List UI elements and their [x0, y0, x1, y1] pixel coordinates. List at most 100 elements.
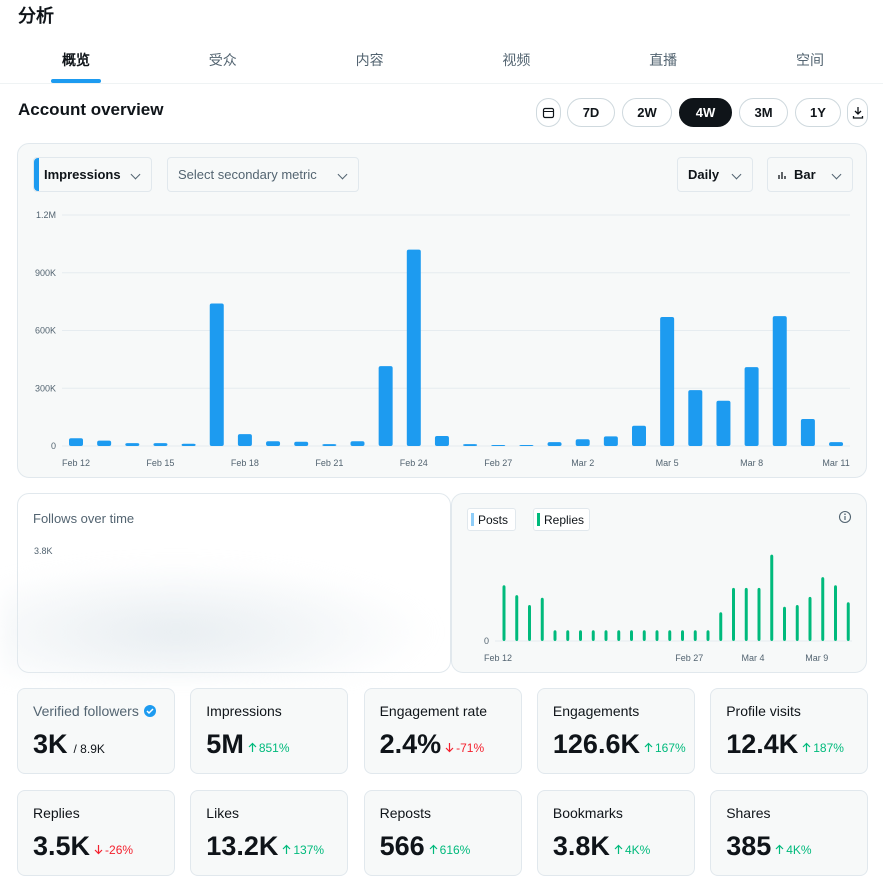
change-text: 616% — [439, 842, 471, 857]
metric-value: 13.2K 137% — [206, 831, 324, 862]
metric-card: Bookmarks 3.8K 4K% — [536, 790, 695, 876]
metric-name: Replies — [33, 805, 80, 821]
metric-card: Likes 13.2K 137% — [190, 790, 349, 876]
legend-swatch — [471, 513, 474, 526]
trend-arrow — [248, 742, 257, 752]
bar-icon — [778, 171, 786, 179]
tab[interactable]: 空间 — [796, 52, 824, 68]
legend-label: Posts — [478, 512, 509, 527]
metric-name: Impressions — [206, 703, 282, 719]
style-label: Bar — [794, 167, 816, 182]
legend-item[interactable]: Posts — [467, 508, 516, 531]
metric-name: Profile visits — [726, 703, 801, 719]
trend-arrow — [94, 845, 103, 855]
metric-change: 851% — [248, 741, 290, 755]
metric-indicator — [34, 158, 39, 191]
metric-value: 3.8K 4K% — [553, 831, 650, 862]
metric-value: 3K / 8.9K — [33, 729, 105, 760]
tab[interactable]: 内容 — [355, 52, 384, 68]
metric-number: 566 — [379, 831, 425, 861]
metric-card: Replies 3.5K -26% — [17, 790, 175, 876]
arrow — [248, 742, 257, 752]
metric-total: / 8.9K — [73, 742, 105, 756]
interval-dropdown[interactable]: Daily — [677, 157, 753, 192]
metric-card: Verified followers 3K / 8.9K — [17, 688, 175, 774]
metric-number: 385 — [726, 831, 772, 861]
metric-label: Verified followers — [33, 703, 157, 719]
metric-card: Shares 385 4K% — [710, 790, 869, 876]
trend-arrow — [644, 742, 653, 752]
info-icon[interactable] — [838, 510, 852, 524]
metric-value: 12.4K 187% — [726, 729, 844, 760]
change-text: 4K% — [786, 842, 812, 857]
metric-number: 3.8K — [552, 831, 610, 861]
trend-arrow — [775, 844, 784, 854]
range-button[interactable]: 4W — [679, 98, 732, 127]
legend-swatch — [537, 513, 540, 526]
download-icon — [852, 107, 863, 119]
tab[interactable]: 概览 — [62, 52, 90, 68]
metric-change: 137% — [282, 843, 324, 857]
metric-name: Verified followers — [33, 703, 139, 719]
download-button[interactable] — [847, 98, 868, 127]
calendar-icon — [542, 107, 555, 119]
range-button[interactable]: 2W — [622, 98, 672, 127]
change-text: 851% — [258, 740, 290, 755]
metric-label: Impressions — [44, 167, 121, 182]
legend-item[interactable]: Replies — [533, 508, 590, 531]
metric-name: Engagements — [552, 703, 640, 719]
metric-label: Reposts — [380, 805, 431, 821]
metric-change: 167% — [644, 741, 686, 755]
metric-dropdown[interactable]: Impressions — [33, 157, 152, 192]
metric-label: Engagement rate — [380, 703, 487, 719]
change-text: -26% — [105, 842, 134, 857]
impressions-card — [17, 143, 867, 478]
metric-label: Engagements — [553, 703, 639, 719]
arrow — [775, 844, 784, 854]
tab[interactable]: 受众 — [208, 52, 237, 68]
metric-change: 616% — [429, 842, 471, 857]
metric-card: Engagements 126.6K 167% — [536, 688, 695, 774]
metric-value: 2.4% -71% — [380, 729, 485, 760]
interval-label: Daily — [688, 167, 720, 182]
arrow — [644, 742, 653, 752]
style-dropdown[interactable]: Bar — [767, 157, 853, 192]
secondary-label: Select secondary metric — [178, 167, 317, 182]
metric-label: Likes — [206, 805, 239, 821]
arrow — [614, 844, 623, 854]
metric-card: Profile visits 12.4K 187% — [710, 688, 869, 774]
follows-title: Follows over time — [33, 511, 135, 526]
metric-name: Bookmarks — [552, 805, 623, 821]
metric-number: 5M — [206, 729, 244, 759]
secondary-dropdown[interactable]: Select secondary metric — [167, 157, 359, 192]
badge-check — [146, 708, 154, 715]
range-button[interactable]: 1Y — [795, 98, 841, 127]
tab-divider — [0, 83, 883, 84]
verified-badge — [143, 705, 156, 717]
metric-card: Impressions 5M 851% — [190, 688, 349, 774]
trend-arrow — [445, 743, 454, 753]
legend-label: Replies — [544, 512, 585, 527]
arrow — [94, 845, 103, 855]
range-button[interactable]: 3M — [739, 98, 788, 127]
metric-number: 2.4% — [379, 729, 442, 759]
metric-number: 3.5K — [33, 831, 91, 861]
trend-arrow — [802, 742, 811, 752]
calendar-button[interactable] — [536, 98, 561, 127]
range-button[interactable]: 7D — [567, 98, 615, 127]
metric-change: 4K% — [614, 843, 650, 857]
tab[interactable]: 直播 — [649, 52, 678, 68]
arrow — [282, 844, 291, 854]
metric-label: Replies — [33, 805, 80, 821]
arrow — [445, 743, 454, 753]
metric-number: 12.4K — [726, 729, 799, 759]
tab-indicator — [51, 79, 101, 83]
metric-number: 126.6K — [552, 729, 640, 759]
metric-value: 566 616% — [380, 831, 471, 862]
metric-change: 4K% — [775, 842, 812, 857]
tab[interactable]: 视频 — [502, 52, 531, 68]
metric-value: 126.6K 167% — [553, 729, 686, 760]
arrow — [429, 844, 438, 854]
change-text: 137% — [293, 842, 325, 857]
